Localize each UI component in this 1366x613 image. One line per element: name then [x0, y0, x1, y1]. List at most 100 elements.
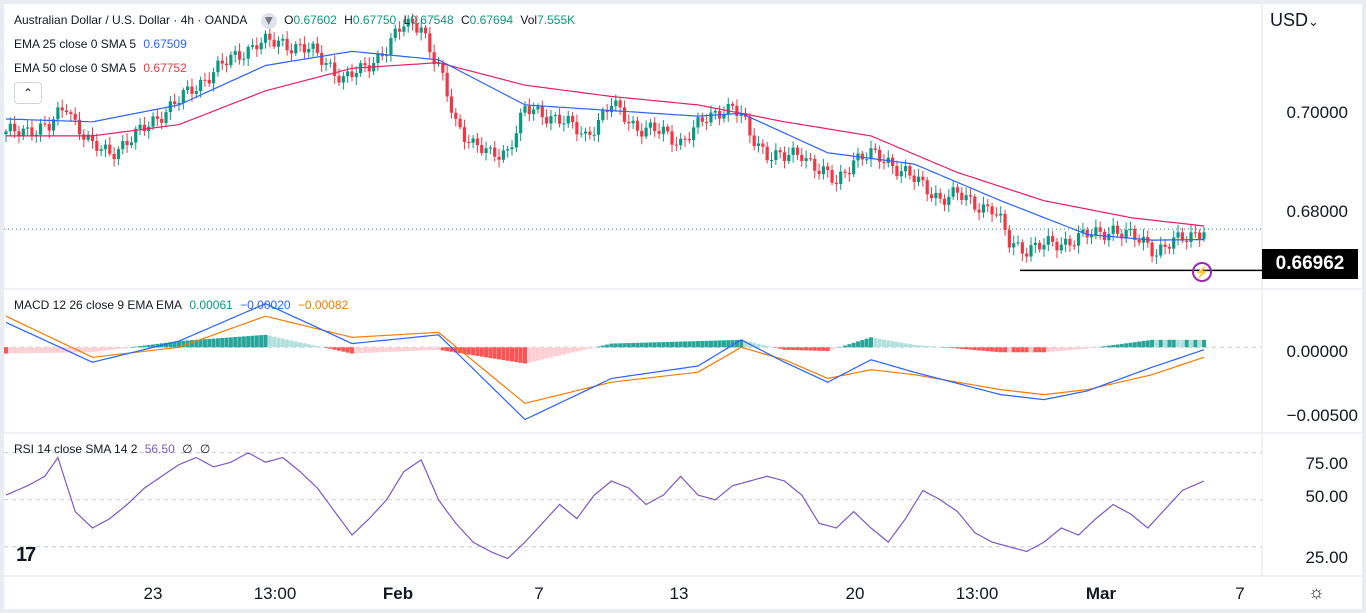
candle-body — [761, 143, 765, 147]
macd-legend[interactable]: MACD 12 26 close 9 EMA EMA 0.00061 −0.00… — [14, 298, 352, 312]
open-value: 0.67602 — [293, 13, 337, 28]
symbol-title[interactable]: Australian Dollar / U.S. Dollar · 4h · O… — [14, 13, 248, 28]
candle-body — [203, 79, 207, 81]
macd-hist-bar — [68, 347, 73, 353]
macd-hist-bar — [112, 347, 117, 350]
candle-body — [233, 51, 237, 55]
macd-hist-bar — [708, 340, 713, 348]
macd-hist-bar — [548, 347, 553, 358]
macd-hist-bar — [808, 347, 813, 351]
candle-body — [363, 63, 367, 66]
macd-hist-bar — [920, 345, 925, 348]
macd-hist-bar — [756, 343, 761, 348]
macd-hist-bar — [47, 347, 52, 353]
macd-hist-bar — [397, 347, 402, 352]
macd-hist-bar — [1046, 347, 1051, 352]
candle-body — [644, 127, 648, 137]
candle-body — [514, 133, 518, 148]
candle-body — [1064, 238, 1068, 245]
candle-body — [575, 122, 579, 135]
macd-hist-bar — [881, 339, 886, 348]
candle-body — [899, 171, 903, 177]
alert-bolt-icon[interactable]: ⚡ — [1192, 262, 1212, 282]
macd-hist-bar — [1033, 347, 1038, 353]
macd-hist-bar — [367, 347, 372, 353]
candle-body — [108, 144, 112, 154]
candle-body — [190, 86, 194, 94]
time-label-1: 13:00 — [253, 584, 297, 603]
time-label-0: 23 — [143, 584, 163, 603]
collapse-legend-button[interactable]: ⌃ — [14, 82, 42, 104]
macd-hist-bar — [665, 341, 670, 348]
candle-body — [821, 166, 826, 175]
candle-body — [220, 60, 224, 64]
candle-body — [402, 26, 406, 32]
rsi-legend[interactable]: RSI 14 close SMA 14 2 56.50 ∅ ∅ — [14, 442, 214, 456]
macd-hist-bar — [868, 337, 873, 348]
currency-selector[interactable]: USD⌄ — [1270, 10, 1319, 31]
macd-hist-bar — [427, 347, 432, 351]
macd-hist-bar — [90, 347, 95, 353]
macd-hist-bar — [769, 346, 774, 348]
candle-body — [1154, 255, 1159, 257]
candle-body — [1055, 241, 1059, 251]
macd-hist-bar — [388, 347, 393, 352]
macd-hist-bar — [38, 347, 43, 354]
candle-body — [263, 33, 268, 43]
settings-gear-icon[interactable]: ☼ — [1308, 582, 1325, 602]
macd-hist-bar — [380, 347, 385, 353]
macd-hist-bar — [704, 340, 709, 348]
macd-hist-bar — [743, 340, 748, 348]
macd-hist-bar — [337, 347, 342, 351]
macd-hist-bar — [817, 347, 822, 351]
candle-body — [328, 62, 332, 64]
macd-hist-bar — [721, 340, 726, 348]
candle-body — [782, 152, 787, 162]
candle-body — [916, 176, 921, 182]
macd-hist-bar — [1093, 347, 1098, 348]
macd-hist-bar — [938, 347, 943, 348]
macd-hist-bar — [1059, 347, 1064, 351]
candle-body — [354, 73, 358, 78]
candle-body — [921, 176, 925, 181]
candle-body — [942, 198, 947, 205]
macd-hist-bar — [912, 344, 917, 348]
candle-body — [778, 150, 782, 153]
macd-hist-bar — [241, 336, 246, 348]
macd-hist-bar — [215, 338, 220, 348]
macd-hist-bar — [830, 347, 835, 350]
macd-hist-bar — [553, 347, 558, 357]
candle-body — [878, 149, 882, 162]
candle-body — [467, 141, 471, 143]
candle-body — [618, 100, 622, 108]
macd-hist-bar — [1197, 339, 1202, 348]
macd-hist-bar — [293, 341, 298, 348]
macd-hist-bar — [955, 347, 960, 349]
macd-hist-bar — [125, 347, 130, 348]
candle-body — [1111, 225, 1115, 234]
candle-body — [462, 127, 467, 142]
candle-body — [255, 45, 259, 50]
ema25-legend[interactable]: EMA 25 close 0 SMA 5 0.67509 — [14, 37, 191, 51]
candle-body — [186, 86, 190, 91]
candle-body — [523, 106, 527, 113]
macd-hist-bar — [596, 346, 601, 348]
candle-body — [47, 123, 51, 131]
macd-hist-bar — [384, 347, 389, 353]
macd-hist-bar — [1041, 347, 1046, 353]
candle-body — [1115, 225, 1120, 234]
ema50-legend[interactable]: EMA 50 close 0 SMA 5 0.67752 — [14, 61, 191, 75]
legend-toggle-icon[interactable] — [260, 13, 277, 29]
macd-hist-bar — [362, 347, 367, 353]
candle-body — [419, 27, 423, 33]
candle-body — [570, 115, 575, 123]
macd-hist-bar — [734, 339, 739, 348]
macd-hist-bar — [873, 338, 878, 348]
candle-body — [211, 72, 216, 84]
macd-hist-bar — [1111, 345, 1116, 348]
tradingview-logo[interactable]: 17 — [16, 544, 36, 566]
low-label: L — [403, 13, 411, 28]
candle-body — [609, 105, 614, 113]
macd-signal-line — [5, 315, 1205, 405]
